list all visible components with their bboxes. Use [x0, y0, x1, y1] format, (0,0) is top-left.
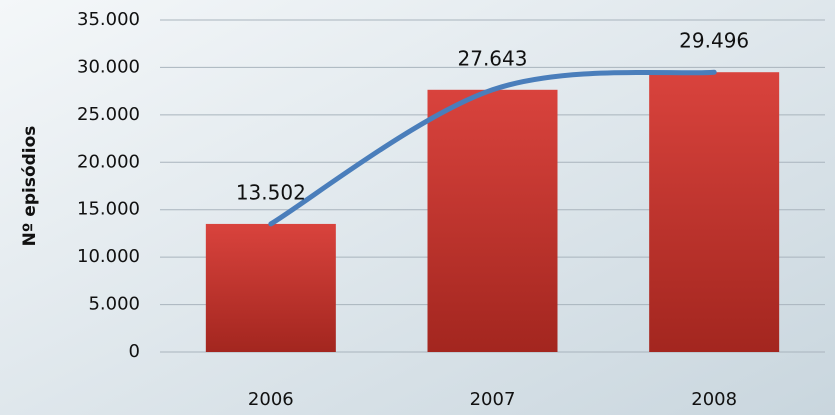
y-tick-label: 10.000 [77, 246, 140, 267]
y-tick-label: 5.000 [88, 294, 140, 315]
trend-line [268, 69, 717, 227]
data-label: 27.643 [458, 46, 528, 70]
data-label: 13.502 [236, 180, 306, 204]
bar [427, 89, 558, 352]
y-tick-label: 35.000 [77, 9, 140, 30]
bar [205, 223, 336, 352]
y-tick-label: 20.000 [77, 151, 140, 172]
y-axis-label: Nº episódios [20, 126, 40, 247]
y-tick-label: 0 [129, 341, 140, 362]
y-tick-label: 15.000 [77, 199, 140, 220]
bar [649, 72, 780, 352]
y-tick-label: 30.000 [77, 56, 140, 77]
x-tick-label: 2006 [248, 389, 294, 410]
x-tick-label: 2008 [691, 389, 737, 410]
x-tick-label: 2007 [470, 389, 516, 410]
y-tick-label: 25.000 [77, 104, 140, 125]
data-label: 29.496 [679, 29, 749, 53]
